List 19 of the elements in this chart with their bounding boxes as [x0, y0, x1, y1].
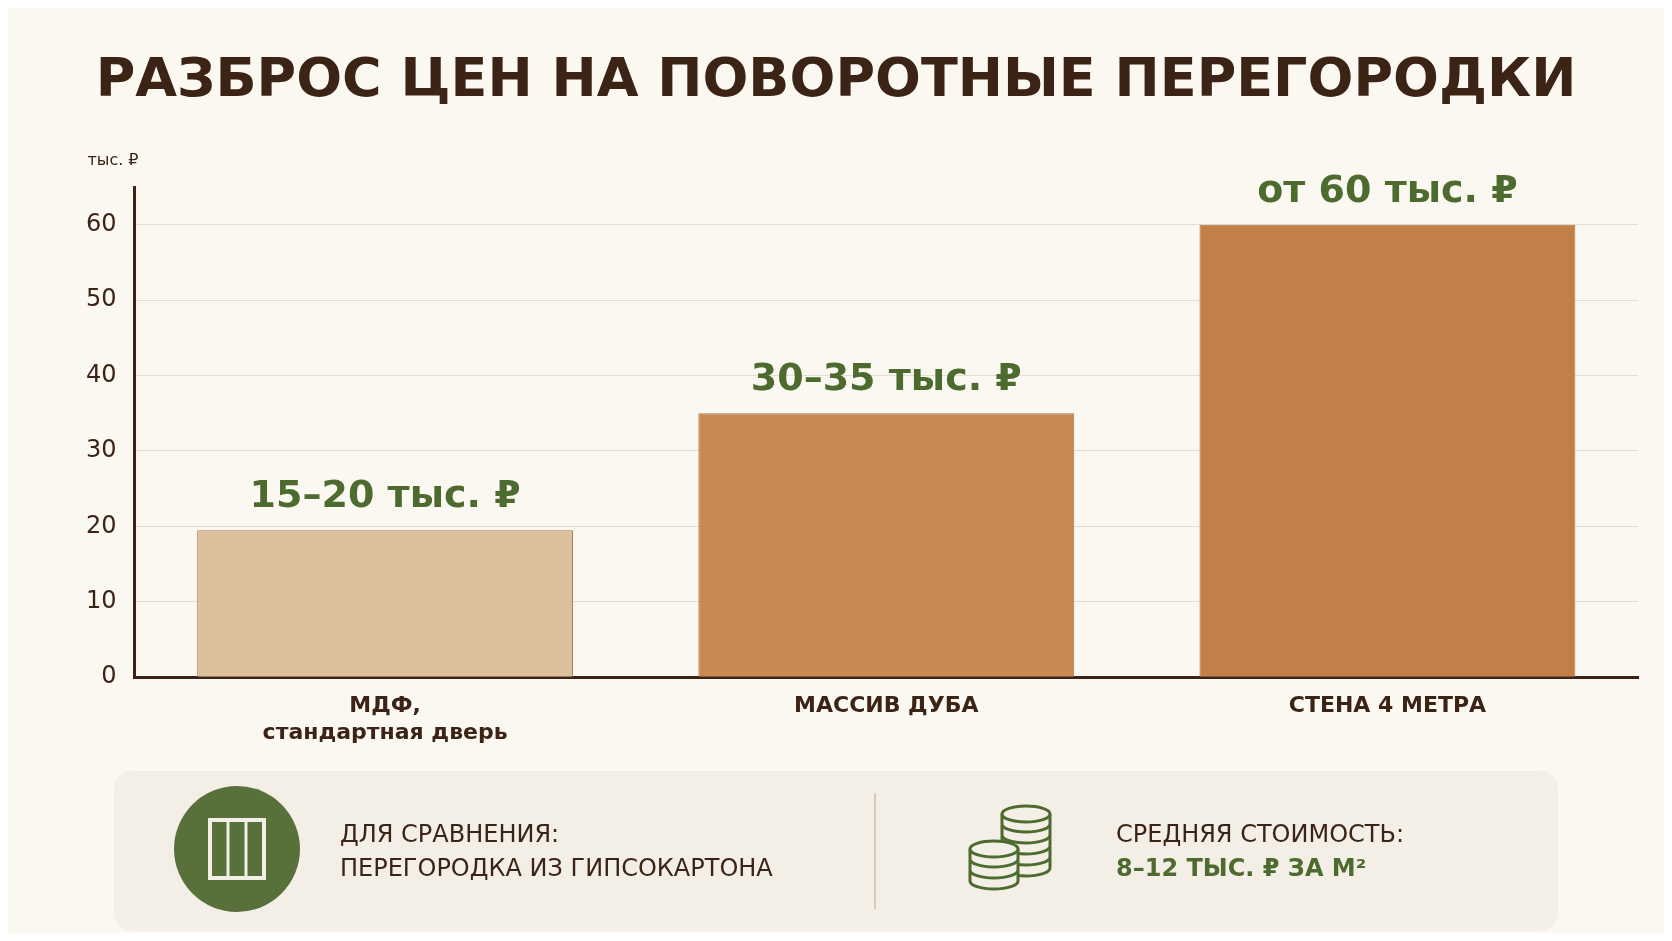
y-tick-label: 40 [85, 359, 117, 388]
y-tick-label: 50 [85, 284, 117, 313]
data-label: 15–20 тыс. ₽ [249, 472, 521, 517]
data-label: от 60 тыс. ₽ [1257, 166, 1518, 211]
y-tick-label: 60 [85, 208, 117, 237]
x-tick-label: СТЕНА 4 МЕТРА [1288, 692, 1487, 718]
text: ПЕРЕГОРОДКА ИЗ ГИПСОКАРТОНА [340, 853, 773, 884]
text: 8–12 ТЫС. ₽ ЗА М² [1116, 853, 1368, 884]
x-tick-label: МАССИВ ДУБА [794, 692, 979, 718]
y-axis-title: тыс. ₽ [87, 150, 139, 170]
y-tick-label: 20 [85, 510, 117, 539]
data-label: 30–35 тыс. ₽ [750, 355, 1022, 400]
y-tick-label: 30 [85, 435, 117, 464]
chart-title: РАЗБРОС ЦЕН НА ПОВОРОТНЫЕ ПЕРЕГОРОДКИ [94, 45, 1578, 111]
x-tick-label: МДФ, стандартная дверь [262, 692, 508, 744]
y-tick-label: 0 [101, 661, 117, 690]
text: СРЕДНЯЯ СТОИМОСТЬ: [1116, 819, 1404, 850]
text: ДЛЯ СРАВНЕНИЯ: [340, 819, 561, 850]
y-tick-label: 10 [85, 586, 117, 615]
